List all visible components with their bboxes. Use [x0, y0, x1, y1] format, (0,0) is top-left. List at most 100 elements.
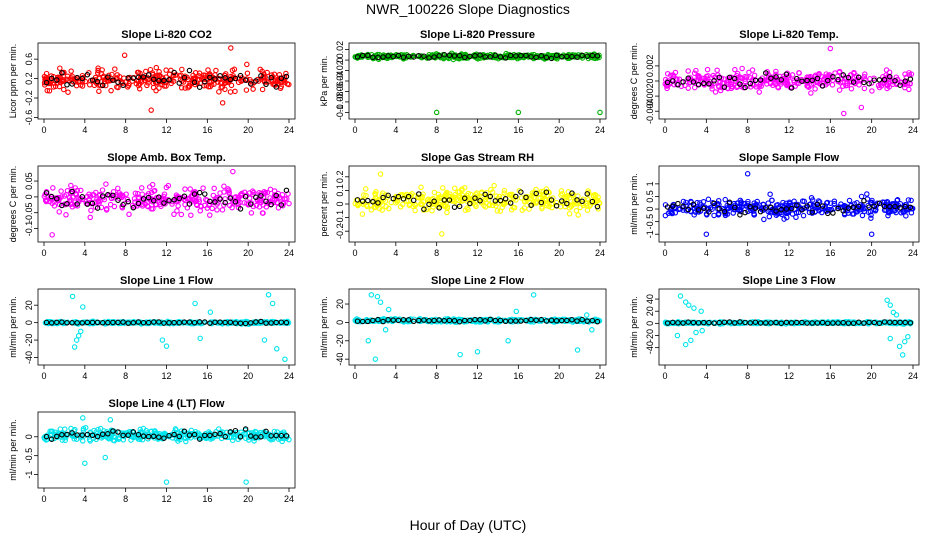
reference-point: [752, 319, 759, 325]
x-tick-label: 12: [161, 248, 171, 258]
data-point: [766, 213, 773, 220]
y-tick-label: 0: [645, 207, 655, 212]
reference-point: [202, 432, 208, 439]
reference-point: [145, 72, 152, 78]
data-point: [672, 210, 679, 216]
reference-point: [212, 431, 218, 438]
outlier-point: [377, 299, 384, 305]
outlier-point: [884, 297, 890, 304]
reference-point: [283, 187, 290, 194]
data-point: [861, 85, 868, 92]
reference-point: [125, 432, 131, 438]
reference-point: [690, 201, 697, 208]
data-point: [373, 189, 379, 195]
reference-point: [533, 190, 539, 197]
data-point: [680, 198, 687, 205]
data-point: [462, 184, 468, 191]
data-point: [908, 197, 914, 204]
reference-point: [64, 82, 70, 88]
reference-point: [268, 201, 274, 208]
reference-point: [125, 198, 131, 205]
data-point: [178, 85, 185, 91]
x-tick-label: 24: [284, 125, 294, 135]
reference-point: [742, 319, 748, 326]
data-point: [567, 54, 573, 60]
reference-point: [278, 202, 285, 208]
reference-point: [48, 436, 55, 442]
reference-point: [120, 82, 126, 89]
y-tick-label: -1: [24, 471, 34, 479]
reference-point: [166, 432, 172, 439]
y-tick-label: 20: [645, 306, 655, 316]
data-point: [714, 67, 720, 73]
reference-point: [669, 78, 676, 84]
outlier-point: [703, 231, 710, 237]
data-point: [494, 208, 501, 214]
reference-point: [416, 191, 422, 197]
reference-point: [518, 52, 524, 59]
data-point: [751, 72, 758, 79]
data-point: [183, 438, 189, 445]
data-point: [66, 195, 73, 201]
reference-point: [161, 200, 167, 206]
data-point: [192, 69, 199, 76]
data-point: [97, 191, 103, 198]
reference-point: [400, 54, 407, 60]
reference-point: [762, 205, 769, 211]
data-point: [107, 201, 114, 208]
y-tick-label: 0.6: [24, 53, 34, 66]
figure-xlabel: Hour of Day (UTC): [409, 517, 527, 533]
reference-point: [263, 428, 269, 435]
x-tick-label: 16: [202, 125, 212, 135]
data-point: [664, 83, 670, 89]
data-point: [418, 53, 425, 59]
outlier-point: [597, 109, 603, 116]
y-tick-label: 0: [24, 194, 34, 199]
data-point: [58, 194, 64, 200]
data-point: [885, 212, 891, 219]
reference-point: [742, 84, 748, 91]
y-axis-label: ml/min per min.: [8, 419, 18, 481]
reference-point: [773, 74, 779, 80]
data-point: [539, 54, 546, 60]
reference-point: [59, 202, 65, 209]
reference-point: [247, 320, 254, 326]
reference-point: [492, 317, 499, 324]
data-point: [172, 426, 179, 432]
reference-point: [675, 320, 681, 326]
data-point: [891, 201, 897, 207]
reference-point: [564, 200, 570, 207]
reference-point: [135, 431, 142, 438]
data-point: [558, 188, 565, 194]
reference-point: [268, 320, 274, 326]
x-tick-label: 16: [202, 494, 212, 504]
data-point: [412, 207, 418, 214]
reference-point: [89, 432, 96, 438]
data-point: [61, 193, 68, 199]
data-point: [163, 67, 169, 73]
data-point: [211, 185, 217, 192]
reference-point: [680, 203, 686, 210]
panel-title: Slope Line 2 Flow: [431, 275, 524, 287]
panel-5: Slope Gas Stream RH 0 4 8 12 16 20 24 -0.2-0.1 0 0…: [319, 152, 607, 258]
outlier-point: [69, 293, 76, 300]
reference-point: [110, 192, 116, 199]
reference-point: [467, 200, 473, 207]
reference-point: [145, 433, 152, 440]
reference-point: [253, 78, 259, 84]
y-tick-label: 0.002: [645, 55, 655, 78]
reference-point: [186, 432, 193, 438]
y-tick-label: 0: [645, 78, 655, 83]
data-point: [884, 81, 891, 88]
outlier-point: [901, 338, 908, 345]
plot-frame: [37, 411, 296, 489]
reference-point: [191, 319, 198, 326]
outlier-point: [80, 415, 86, 421]
data-point: [145, 203, 151, 210]
reference-point: [574, 54, 580, 60]
reference-point: [809, 209, 815, 215]
reference-point: [263, 198, 269, 205]
reference-point: [365, 197, 371, 204]
reference-point: [421, 317, 427, 323]
data-point: [829, 82, 836, 88]
